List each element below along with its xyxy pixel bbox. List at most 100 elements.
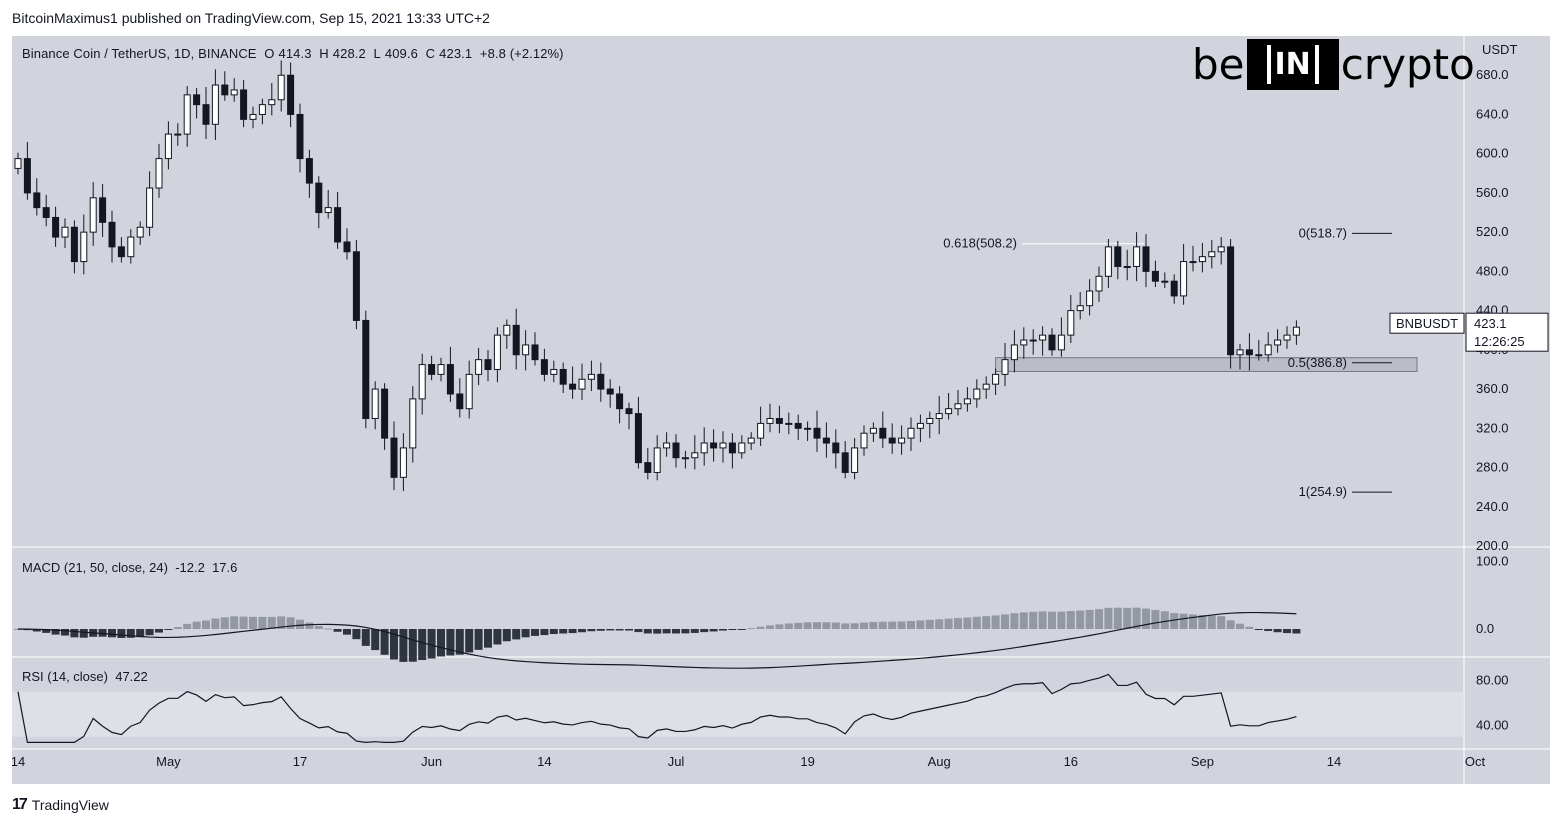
x-tick-label: Jul [668, 754, 685, 769]
macd-histogram-bar [1010, 613, 1019, 629]
candle-body [1189, 261, 1197, 264]
candle-body [1161, 280, 1169, 283]
candle-body [1095, 275, 1103, 292]
macd-histogram-bar [653, 629, 662, 634]
macd-histogram-bar [1198, 615, 1207, 629]
x-tick-label: Sep [1191, 754, 1214, 769]
candle-body [644, 462, 652, 473]
price-tick-label: 680.0 [1476, 67, 1509, 82]
macd-histogram-bar [1226, 620, 1235, 629]
macd-histogram-bar [878, 621, 887, 629]
candle-body [597, 373, 605, 390]
macd-histogram-bar [766, 625, 774, 629]
candle-body [305, 158, 313, 184]
macd-histogram-bar [775, 624, 784, 629]
macd-histogram-bar [719, 629, 727, 631]
candle-body [663, 442, 671, 449]
macd-histogram-bar [925, 619, 934, 629]
macd-histogram-bar [888, 621, 897, 629]
price-tick-label: 640.0 [1476, 106, 1509, 121]
candle-body [61, 226, 69, 238]
tradingview-footer[interactable]: 17 TradingView [12, 796, 109, 814]
candle-body [1255, 354, 1263, 357]
candle-body [719, 442, 727, 449]
macd-histogram-bar [625, 629, 633, 631]
candle-body [475, 359, 483, 375]
candle-body [1236, 349, 1244, 356]
macd-histogram-bar [437, 629, 445, 657]
macd-histogram-bar [1207, 615, 1216, 629]
macd-label: MACD (21, 50, close, 24) [22, 560, 168, 575]
candle-body [559, 368, 567, 385]
candle-body [1198, 256, 1206, 263]
candle-body [794, 422, 802, 429]
macd-histogram-bar [521, 629, 530, 638]
x-tick-label: 14 [1327, 754, 1341, 769]
macd-histogram-bar [869, 621, 878, 629]
macd-histogram-bar [531, 629, 539, 636]
candle-body [869, 427, 877, 434]
macd-histogram-bar [672, 629, 680, 634]
macd-histogram-bar [314, 625, 323, 629]
price-tag [1465, 312, 1549, 352]
macd-histogram-bar [784, 623, 793, 629]
macd-histogram-bar [662, 629, 671, 634]
macd-histogram-bar [1283, 629, 1291, 634]
macd-histogram-bar [954, 618, 962, 629]
macd-histogram-bar [831, 622, 840, 629]
macd-histogram-bar [1048, 611, 1056, 629]
macd-histogram-bar [390, 629, 398, 660]
macd-histogram-bar [427, 629, 436, 659]
candle-body [1170, 280, 1178, 297]
x-tick-label: 14 [537, 754, 551, 769]
macd-histogram-bar [371, 629, 380, 651]
rsi-band [12, 691, 1464, 737]
candle-body [1283, 334, 1291, 341]
candle-body [1114, 246, 1122, 267]
macd-histogram-bar [1142, 608, 1150, 629]
candle-body [1029, 339, 1037, 342]
high-label: H [319, 46, 329, 61]
macd-histogram-bar [907, 620, 915, 629]
macd-histogram-bar [512, 629, 521, 640]
chart-frame[interactable]: 680.0640.0600.0560.0520.0480.0440.0400.0… [12, 36, 1550, 784]
macd-histogram-bar [418, 629, 427, 661]
candle-body [409, 398, 417, 449]
macd-histogram-bar [192, 621, 201, 629]
candle-body [268, 99, 276, 106]
price-tick-label: 240.0 [1476, 499, 1509, 514]
macd-histogram-bar [1264, 629, 1273, 631]
candle-body [813, 427, 821, 439]
support-zone [995, 357, 1418, 372]
rsi-value: 47.22 [115, 669, 148, 684]
x-tick-label: May [156, 754, 181, 769]
macd-histogram-bar [305, 622, 314, 629]
candle-body [851, 447, 859, 473]
x-tick-label: Jun [421, 754, 442, 769]
candle-body [587, 373, 595, 380]
candle-body [258, 104, 266, 115]
macd-value-2: 17.6 [212, 560, 238, 575]
candle-body [1245, 349, 1253, 356]
macd-histogram-bar [324, 628, 333, 630]
macd-histogram-bar [1038, 611, 1047, 629]
candle-body [1039, 334, 1047, 341]
macd-signal-line [17, 611, 1297, 669]
macd-histogram-bar [1113, 607, 1122, 629]
macd-histogram-bar [296, 619, 304, 629]
candle-body [70, 226, 78, 263]
macd-histogram-bar [126, 629, 135, 638]
candle-body [1133, 246, 1141, 267]
candle-body [230, 89, 238, 96]
macd-histogram-bar [408, 629, 417, 662]
macd-histogram-bar [813, 622, 821, 629]
macd-histogram-bar [1236, 623, 1244, 629]
candle-body [437, 364, 445, 375]
macd-histogram-bar [474, 629, 483, 650]
macd-histogram-bar [465, 629, 474, 653]
candle-body [277, 74, 285, 101]
candle-body [550, 368, 558, 375]
macd-histogram-bar [1029, 611, 1038, 629]
candle-body [860, 432, 868, 449]
chart-canvas[interactable]: 680.0640.0600.0560.0520.0480.0440.0400.0… [12, 36, 1550, 784]
